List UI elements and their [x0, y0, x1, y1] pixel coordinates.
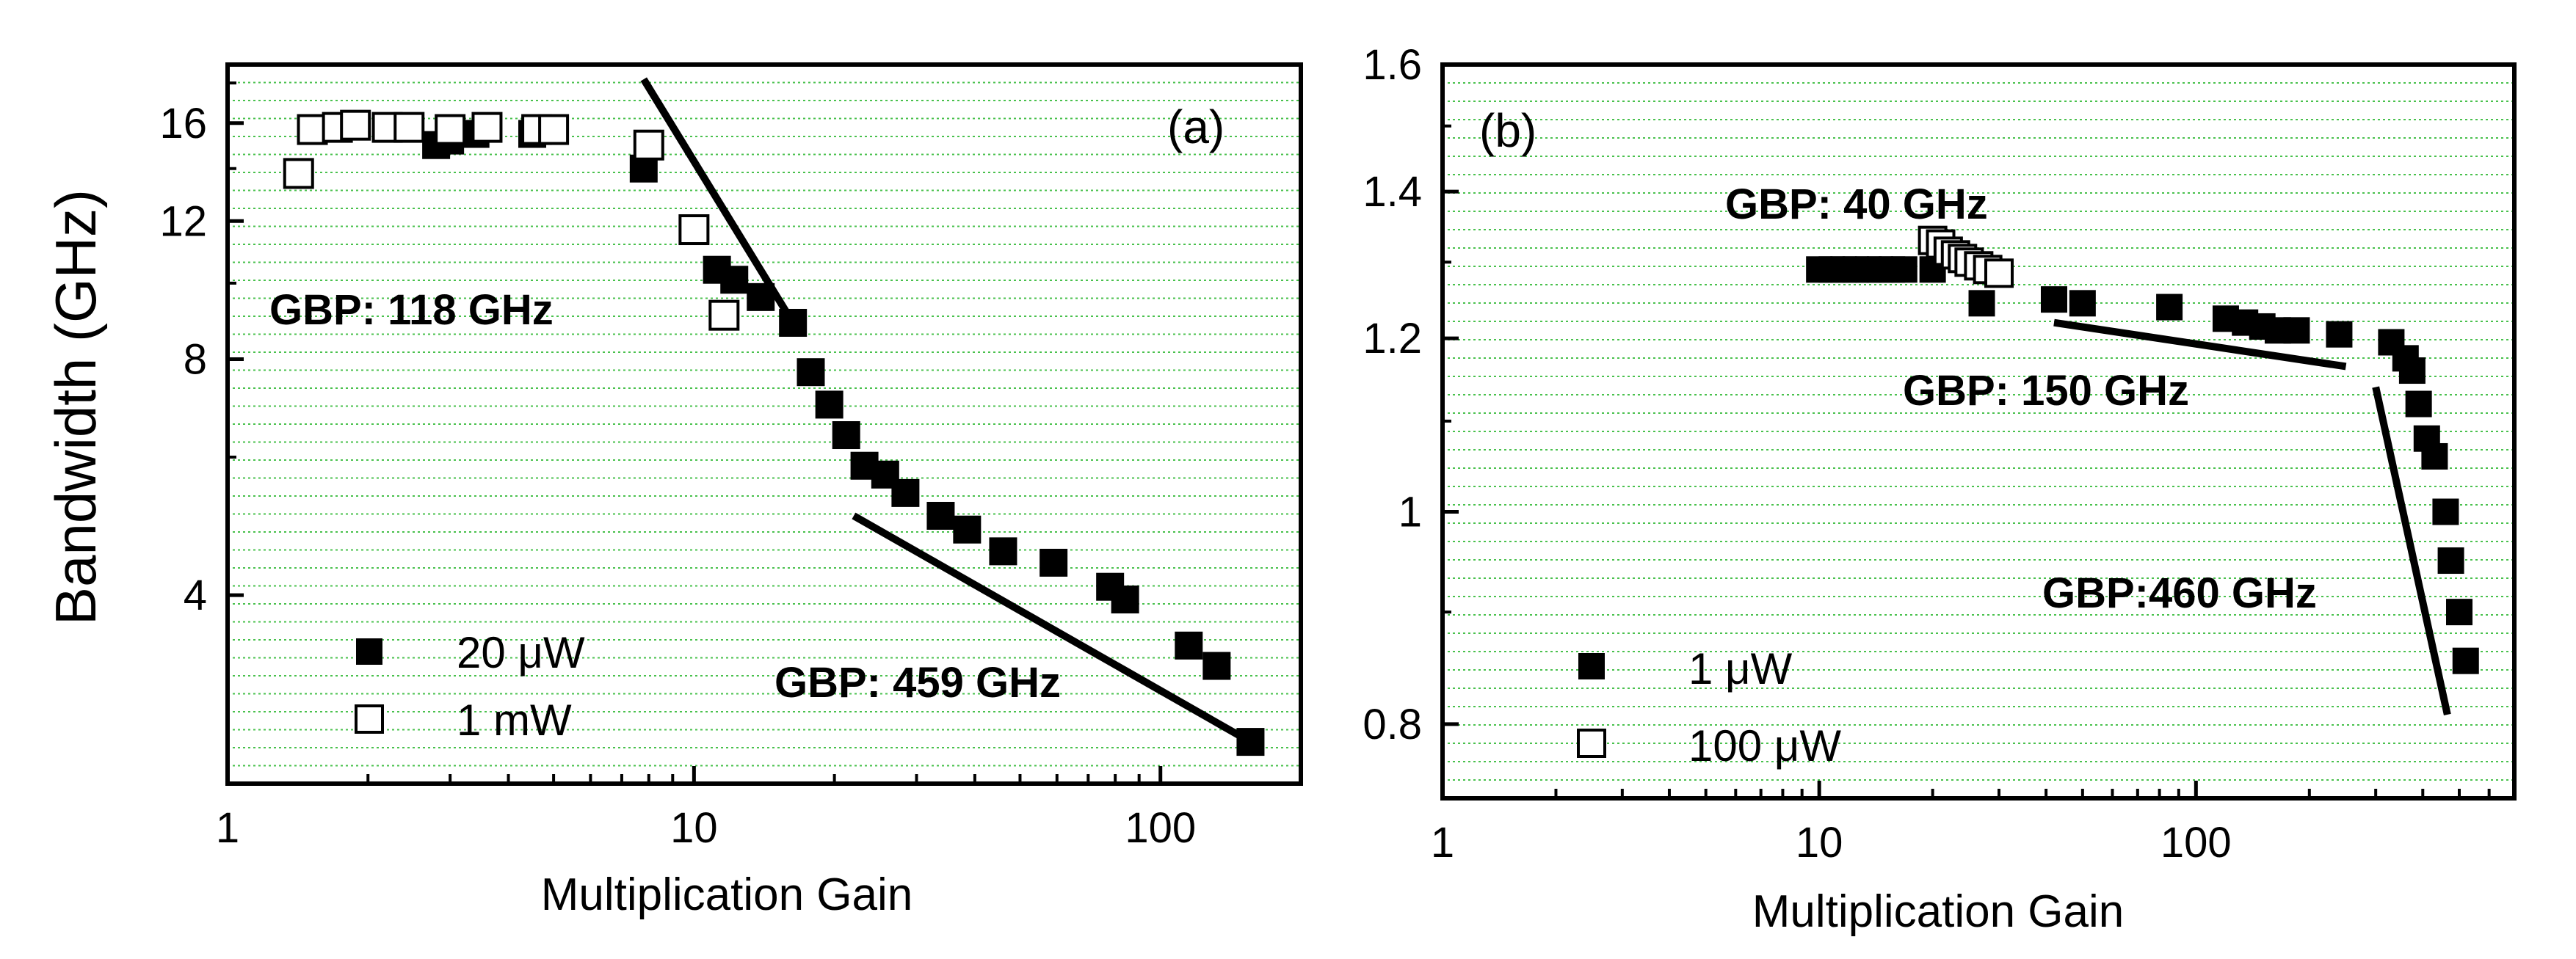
data-point-filled: [2156, 293, 2183, 321]
data-point-filled: [953, 515, 982, 544]
panel-b-y-ticks: 0.8 1 1.2 1.4 1.6: [1363, 41, 1459, 748]
data-point-open: [708, 299, 740, 331]
panel-b-grid: [1443, 82, 2514, 781]
data-point-open: [435, 114, 466, 145]
y-tick-label: 0.8: [1363, 701, 1422, 748]
legend-marker-open-square: [355, 704, 384, 734]
legend-entry-1mw: 1 mW: [457, 696, 572, 745]
data-point-filled: [1175, 631, 1203, 660]
y-tick-label: 1: [1398, 489, 1422, 536]
panel-b-label: (b): [1479, 104, 1536, 157]
data-point-open: [471, 112, 503, 143]
y-tick-label: 1.4: [1363, 168, 1422, 216]
fit-line: [2372, 386, 2451, 716]
data-point-filled: [1890, 256, 1918, 283]
data-point-filled: [926, 501, 955, 530]
x-tick-label: 1: [1431, 819, 1454, 867]
data-point-filled: [1111, 586, 1139, 614]
data-point-open: [633, 129, 664, 161]
data-point-filled: [797, 358, 825, 387]
data-point-filled: [2432, 498, 2459, 525]
x-tick-label: 100: [1125, 804, 1196, 852]
panel-a-x-axis-title: Multiplication Gain: [541, 869, 913, 920]
data-point-filled: [2421, 442, 2448, 470]
panel-a-label: (a): [1167, 101, 1224, 153]
panel-b-legend: 1 μW 100 μW: [1577, 644, 1841, 770]
y-tick-label: 1.2: [1363, 315, 1422, 362]
panel-a-frame: [225, 62, 1303, 786]
data-point-filled: [2452, 647, 2479, 674]
y-tick-label: 8: [184, 335, 207, 383]
data-point-open: [393, 112, 425, 143]
panel-a-fit-lines: [640, 77, 1252, 745]
legend-entry-100uw: 100 μW: [1688, 721, 1841, 770]
data-point-filled: [891, 478, 920, 507]
y-tick-label: 1.6: [1363, 41, 1422, 89]
data-point-filled: [1202, 652, 1231, 680]
data-point-filled: [989, 537, 1017, 566]
panel-a: 4 8 12 16 1 10 100 (a) GBP: 118 GHz GBP: 459 …: [159, 62, 1303, 920]
data-point-open: [1984, 258, 2014, 288]
panel-b-frame: [1440, 62, 2517, 801]
fit-line: [640, 77, 797, 325]
legend-marker-filled-square: [356, 638, 382, 665]
gbp-460-annotation: GBP:460 GHz: [2042, 569, 2317, 617]
data-point-filled: [2398, 357, 2426, 384]
data-point-filled: [2326, 321, 2353, 348]
legend-marker-filled-square: [1578, 653, 1605, 679]
gbp-40-annotation: GBP: 40 GHz: [1725, 181, 1988, 228]
data-point-open: [340, 109, 371, 141]
panel-b-x-axis-title: Multiplication Gain: [1752, 886, 2125, 937]
panel-b-points: [1806, 225, 2479, 674]
panel-b: 0.8 1 1.2 1.4 1.6 1 10 100 (b) GBP: 40 GHz GBP…: [1363, 41, 2517, 937]
legend-entry-1uw: 1 μW: [1688, 644, 1793, 693]
panel-b-fit-lines: [2053, 318, 2451, 716]
panel-b-x-ticks: 1 10 100: [1431, 781, 2516, 867]
x-tick-label: 10: [670, 804, 718, 852]
legend-entry-20uw: 20 μW: [457, 628, 585, 677]
data-point-filled: [720, 266, 749, 294]
gbp-118-annotation: GBP: 118 GHz: [269, 286, 554, 334]
data-point-open: [538, 114, 570, 145]
data-point-filled: [1236, 728, 1265, 756]
y-tick-label: 12: [159, 197, 207, 245]
data-point-filled: [2040, 286, 2067, 313]
y-tick-label: 4: [184, 572, 207, 619]
data-point-filled: [832, 421, 860, 450]
x-tick-label: 100: [2160, 819, 2232, 867]
data-point-filled: [2437, 547, 2464, 575]
data-point-filled: [815, 390, 843, 419]
data-point-filled: [2069, 290, 2096, 317]
data-point-filled: [779, 308, 808, 337]
data-point-filled: [2405, 390, 2432, 417]
gbp-459-annotation: GBP: 459 GHz: [774, 659, 1061, 707]
data-point-filled: [2446, 599, 2473, 626]
gbp-150-annotation: GBP: 150 GHz: [1903, 367, 2189, 415]
x-tick-label: 10: [1796, 819, 1843, 867]
y-tick-label: 16: [159, 100, 207, 147]
panel-a-x-ticks: 1 10 100: [216, 766, 1302, 852]
data-point-filled: [1968, 290, 1995, 317]
fit-line: [2053, 318, 2347, 371]
legend-marker-open-square: [1577, 729, 1606, 758]
panel-a-legend: 20 μW 1 mW: [355, 628, 585, 745]
panel-a-y-ticks: 4 8 12 16: [159, 81, 244, 619]
data-point-filled: [1040, 548, 1068, 577]
panel-a-points: [283, 109, 1265, 756]
data-point-open: [678, 214, 710, 246]
data-point-filled: [747, 282, 775, 311]
data-point-open: [283, 158, 314, 189]
y-axis-title: Bandwidth (GHz): [43, 189, 108, 625]
panel-a-grid: [228, 81, 1301, 767]
fit-line: [852, 512, 1252, 745]
data-point-filled: [2283, 317, 2310, 344]
x-tick-label: 1: [216, 804, 239, 852]
